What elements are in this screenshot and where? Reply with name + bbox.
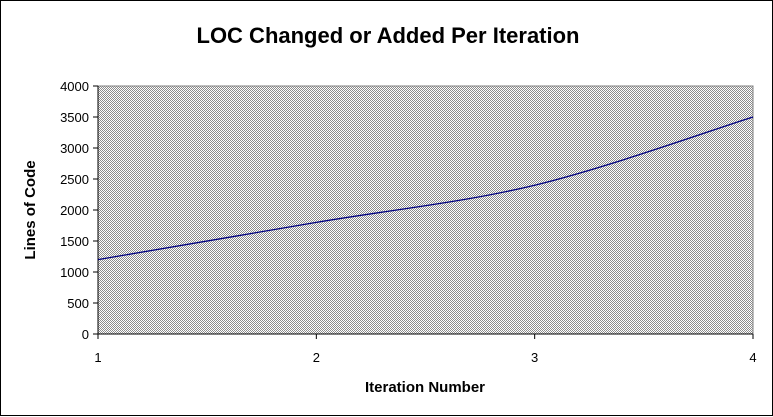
- y-tick-label: 0: [82, 327, 89, 342]
- x-tick-label: 3: [531, 350, 538, 365]
- y-tick-label: 2500: [60, 172, 89, 187]
- x-tick-label: 2: [313, 350, 320, 365]
- x-tick-label: 4: [749, 350, 756, 365]
- x-axis: 1 2 3 4: [94, 333, 757, 365]
- x-axis-title: Iteration Number: [365, 379, 485, 396]
- y-tick-label: 3500: [60, 110, 89, 125]
- y-tick-label: 1000: [60, 265, 89, 280]
- y-tick-label: 3000: [60, 141, 89, 156]
- y-axis: 0 500 1000 1500 2000 2500 3000 3500 4000: [60, 79, 99, 342]
- y-tick-label: 2000: [60, 203, 89, 218]
- plot-area: [97, 85, 754, 335]
- chart-title: LOC Changed or Added Per Iteration: [197, 23, 580, 48]
- x-tick-label: 1: [94, 350, 101, 365]
- y-tick-label: 1500: [60, 234, 89, 249]
- series-line: [97, 116, 754, 261]
- y-tick-label: 4000: [60, 79, 89, 94]
- y-tick-label: 500: [67, 296, 89, 311]
- series-layer: [97, 116, 754, 261]
- y-axis-title: Lines of Code: [22, 160, 39, 259]
